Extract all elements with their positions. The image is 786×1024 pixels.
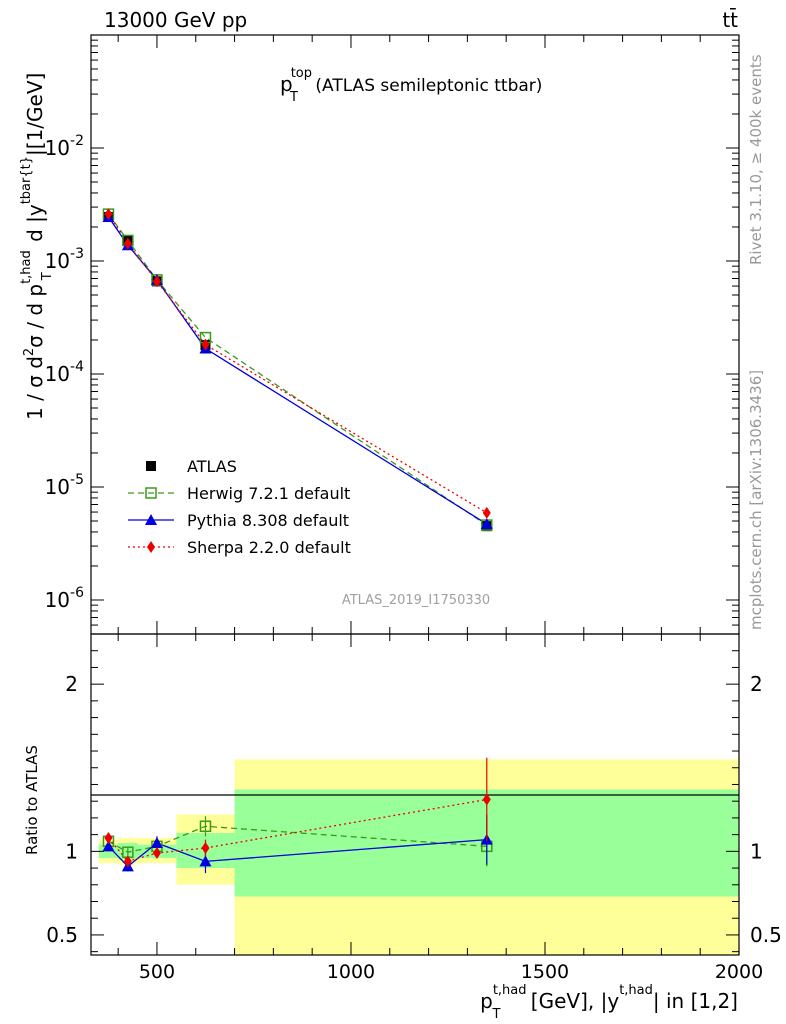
- main-point-pythia: [480, 518, 493, 530]
- analysis-id-label: ATLAS_2019_I1750330: [342, 593, 490, 608]
- x-tick-label: 500: [139, 961, 175, 983]
- xlabel-sup2: t,had: [619, 983, 653, 998]
- ratio-y-tick-label-left: 0.5: [46, 923, 78, 947]
- ratio-y-tick-label-left: 1: [65, 839, 78, 863]
- main-point-sherpa: [482, 506, 491, 519]
- main-series-markers: [102, 208, 493, 532]
- ratio-point-sherpa: [201, 842, 210, 854]
- ratio-axis-ticks: 500 1000 1500 2000 0.5 0.5 1 1 2 2: [46, 634, 782, 983]
- ratio-series-markers: [102, 757, 493, 874]
- main-panel: 10-2 10-3 10-4 10-5 10-6 ptop T (ATLAS semile…: [19, 34, 740, 635]
- ratio-point-pythia: [102, 840, 115, 852]
- x-axis-label: pt,had T [GeV], |yt,had| in [1,2]: [480, 983, 738, 1022]
- x-tick-label: 1500: [521, 961, 569, 983]
- ratio-y-tick-label-left: 2: [65, 672, 78, 696]
- legend-label-atlas: ATLAS: [187, 457, 237, 476]
- xlabel-p: p: [480, 989, 493, 1013]
- xlabel-sup1: t,had: [493, 983, 527, 998]
- ratio-y-tick-label-right: 2: [750, 672, 763, 696]
- header-collision-label: 13000 GeV pp: [104, 8, 247, 32]
- xlabel-end: | in [1,2]: [653, 989, 738, 1013]
- ratio-point-sherpa: [152, 847, 161, 860]
- main-y-tick-label: 10-2: [45, 133, 84, 160]
- x-tick-label: 1000: [327, 961, 375, 983]
- main-point-sherpa: [123, 237, 132, 250]
- main-point-sherpa: [201, 338, 210, 351]
- xlabel-mid: [GeV], |y: [524, 989, 619, 1013]
- main-y-tick-label: 10-4: [45, 359, 85, 386]
- ratio-y-axis-label: Ratio to ATLAS: [23, 745, 41, 855]
- xlabel-sub: T: [492, 1007, 501, 1022]
- main-y-tick-label: 10-3: [45, 246, 84, 273]
- main-line-sherpa: [107, 213, 488, 514]
- main-ylabel-part: 1 / σ d: [23, 356, 47, 420]
- legend-label-herwig: Herwig 7.2.1 default: [187, 484, 350, 503]
- plot-title-sub: T: [289, 90, 298, 105]
- main-y-axis-label: 1 / σ d2σ / d pt,had T d |ytbar{t}|[1/GeV…: [19, 73, 55, 420]
- main-series-lines: [107, 213, 488, 526]
- main-line-pythia: [107, 216, 488, 525]
- legend-label-pythia: Pythia 8.308 default: [187, 511, 349, 530]
- ratio-point-pythia: [199, 855, 212, 867]
- legend-label-sherpa: Sherpa 2.2.0 default: [187, 538, 351, 557]
- legend-marker-sherpa: [147, 541, 155, 553]
- ratio-point-herwig: [199, 820, 212, 833]
- legend-marker-herwig: [145, 487, 157, 499]
- ratio-y-tick-label-right: 1: [750, 839, 763, 863]
- ratio-point-pythia: [150, 836, 163, 848]
- main-y-tick-label: 10-5: [45, 472, 84, 499]
- plot-title-rest: (ATLAS semileptonic ttbar): [310, 76, 542, 96]
- main-line-herwig: [107, 213, 488, 526]
- main-point-sherpa: [104, 208, 113, 221]
- main-axis-ticks: 10-2 10-3 10-4 10-5 10-6: [45, 34, 740, 635]
- header-process-label: tt̄: [722, 7, 738, 32]
- legend-marker-atlas: [146, 461, 156, 471]
- legend: ATLAS Herwig 7.2.1 default Pythia 8.308 de…: [128, 457, 351, 557]
- mcplots-label: mcplots.cern.ch [arXiv:1306.3436]: [747, 370, 765, 630]
- ratio-y-tick-label-right: 0.5: [750, 923, 782, 947]
- rivet-version-label: Rivet 3.1.10, ≥ 400k events: [747, 54, 765, 265]
- main-point-sherpa: [152, 275, 161, 288]
- plot-title: ptop T (ATLAS semileptonic ttbar): [280, 66, 542, 105]
- main-y-tick-label: 10-6: [45, 585, 85, 612]
- ratio-point-sherpa: [482, 793, 491, 806]
- ratio-point-sherpa: [123, 855, 132, 868]
- ratio-plot-frame: [90, 633, 740, 956]
- legend-marker-pythia: [145, 514, 157, 525]
- ratio-panel: 500 1000 1500 2000 0.5 0.5 1 1 2 2 Ratio to ATLAS…: [23, 633, 782, 1022]
- plot-title-sup: top: [291, 66, 312, 81]
- plot-title-base: p: [280, 72, 293, 96]
- ratio-point-sherpa: [104, 831, 113, 844]
- x-tick-label: 2000: [715, 961, 763, 983]
